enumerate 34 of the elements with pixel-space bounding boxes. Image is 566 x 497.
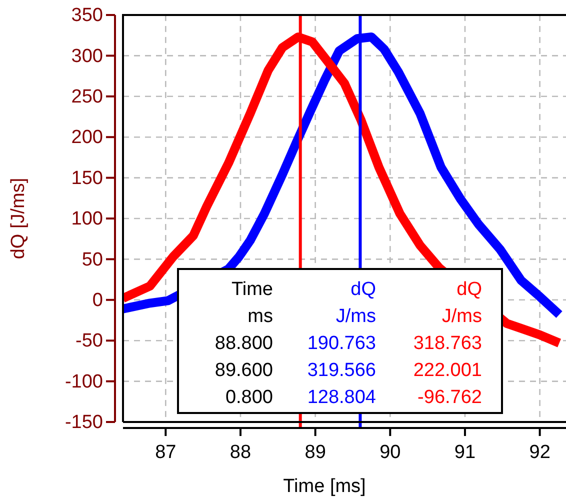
- y-tick-label: 350: [71, 5, 103, 26]
- annotation: 89.600: [214, 360, 273, 381]
- y-tick-label: 150: [71, 168, 103, 189]
- y-tick-label: 0: [92, 290, 103, 311]
- annotation: 222.001: [413, 360, 482, 381]
- annotation: 318.763: [413, 333, 482, 354]
- annotation: 88.800: [214, 333, 273, 354]
- x-tick-label: 88: [230, 442, 252, 463]
- x-axis-title: Time [ms]: [283, 476, 366, 497]
- y-tick-label: 100: [71, 208, 103, 230]
- y-tick-label: -50: [76, 330, 103, 352]
- y-tick-label: 50: [82, 249, 103, 270]
- y-tick-label: -150: [64, 412, 103, 434]
- annotation: 128.804: [307, 387, 376, 408]
- y-tick-label: 300: [71, 46, 103, 67]
- annotation: ms: [248, 306, 273, 327]
- annotation: dQ: [350, 279, 376, 300]
- annotation: 319.566: [307, 360, 376, 381]
- annotation: -96.762: [418, 387, 482, 408]
- x-tick-label: 92: [529, 442, 550, 463]
- y-tick-label: 200: [71, 127, 103, 148]
- x-tick-label: 91: [454, 442, 476, 463]
- y-tick-label: 250: [71, 86, 103, 108]
- annotation: J/ms: [442, 306, 482, 327]
- annotation: Time: [231, 279, 273, 300]
- annotation: J/ms: [336, 306, 376, 327]
- annotation: 0.800: [225, 387, 273, 408]
- x-tick-label: 89: [304, 442, 326, 463]
- x-tick-label: 90: [380, 442, 401, 463]
- x-tick-label: 87: [155, 442, 176, 463]
- y-axis-title: dQ [J/ms]: [8, 178, 29, 260]
- annotation: 190.763: [307, 333, 376, 354]
- annotation: dQ: [456, 279, 482, 300]
- y-tick-label: -100: [64, 371, 103, 392]
